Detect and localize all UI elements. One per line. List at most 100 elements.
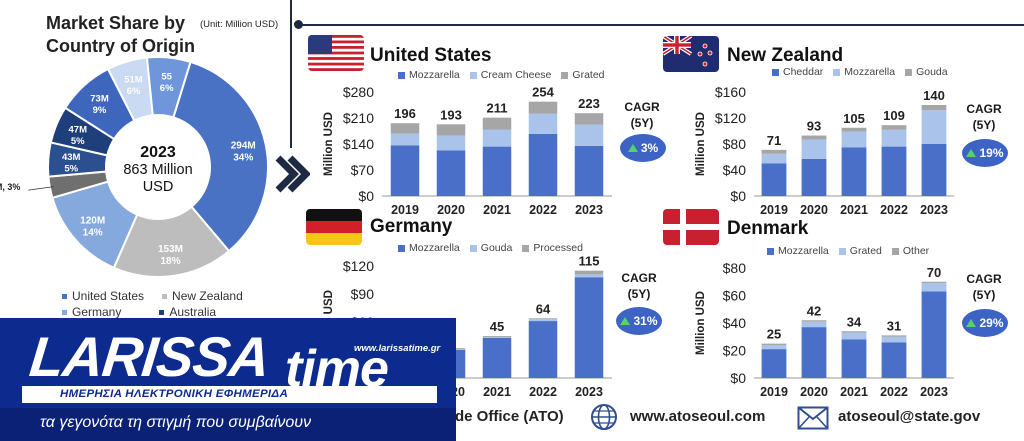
donut-slice-value: 51M: [124, 75, 143, 86]
bar-total-label: 211: [487, 101, 508, 116]
legend-item-germany: Germany: [62, 305, 121, 319]
bar-total-label: 34: [847, 314, 862, 329]
bar-segment: [482, 117, 512, 130]
flag-denmark: [663, 209, 719, 250]
x-tick-label: 2021: [840, 203, 868, 217]
bar-segment: [801, 139, 827, 159]
bar-segment: [482, 336, 512, 337]
bar-segment: [881, 129, 907, 147]
y-tick-label: $40: [723, 315, 747, 331]
donut-slice-value: 153M: [158, 244, 183, 255]
legend-de-gouda: Gouda: [469, 242, 512, 254]
y-tick-label: $80: [723, 260, 747, 276]
bar-segment: [841, 332, 867, 340]
bar-segment: [482, 129, 512, 147]
bar-segment: [528, 321, 558, 378]
x-tick-label: 2022: [529, 385, 557, 399]
donut-center: 2023 863 Million USD: [108, 143, 208, 196]
bar-segment: [881, 125, 907, 130]
bar-chart-denmark: $0 $20 $40 $60 $80 Million USD 25 2019 42 2020 34 2…: [690, 254, 960, 405]
bar-segment: [436, 124, 466, 136]
legend-item-united-states: United States: [62, 289, 144, 303]
bar-segment: [881, 336, 907, 343]
x-tick-label: 2023: [920, 385, 948, 399]
cagr-label-denmark: CAGR (5Y): [966, 272, 1002, 302]
legend-denmark: Mozzarella Grated Other: [767, 245, 939, 257]
bar-segment: [574, 124, 604, 146]
y-tick-label: $60: [723, 288, 747, 304]
legend-nz-gouda: Gouda: [905, 66, 948, 78]
next-chevron-icon: [270, 154, 311, 199]
bar-segment: [841, 331, 867, 333]
bar-total-label: 71: [767, 133, 781, 148]
bar-total-label: 193: [440, 107, 462, 122]
page-title: Market Share by Country of Origin: [46, 12, 195, 58]
y-tick-label: $20: [723, 343, 747, 359]
bar-segment: [574, 277, 604, 378]
y-tick-label: $210: [343, 110, 374, 126]
bar-segment: [574, 270, 604, 275]
bar-total-label: 70: [927, 265, 941, 280]
bar-segment: [528, 319, 558, 322]
bar-segment: [482, 336, 512, 338]
bar-chart-new-zealand: $0 $40 $80 $120 $160 Million USD 71 2019 93 2020 1…: [690, 78, 960, 223]
donut-slice-value: 43M: [62, 152, 81, 163]
donut-slice-pct: 6%: [127, 86, 141, 97]
page-title-line1: Market Share by: [46, 13, 186, 33]
bar-segment: [528, 318, 558, 320]
bar-segment: [390, 145, 420, 196]
donut-slice-value: 120M: [80, 215, 105, 226]
legend-germany: Mozzarella Gouda Processed: [398, 242, 593, 254]
bar-total-label: 140: [923, 88, 945, 103]
donut-slice-pct: 9%: [93, 105, 107, 116]
y-tick-label: $70: [351, 162, 375, 178]
bar-total-label: 25: [767, 327, 781, 342]
legend-united-states: Mozzarella Cream Cheese Grated: [398, 69, 615, 81]
cagr-badge-united-states: 3%: [620, 134, 666, 162]
bar-segment: [881, 342, 907, 378]
y-tick-label: $140: [343, 136, 374, 152]
footer-website-link[interactable]: www.atoseoul.com: [630, 408, 766, 425]
x-tick-label: 2019: [391, 203, 419, 217]
donut-slice-value: 47M: [69, 124, 88, 135]
watermark-banner: LARISSA time www.larissatime.gr ΗΜΕΡΗΣΙΑ…: [0, 318, 456, 441]
x-tick-label: 2022: [880, 203, 908, 217]
flag-germany: [306, 209, 362, 250]
bar-segment: [436, 135, 466, 151]
bar-segment: [921, 291, 947, 378]
up-triangle-icon: [620, 317, 631, 325]
bar-total-label: 196: [394, 106, 416, 121]
bar-segment: [881, 335, 907, 337]
y-axis-label: Million USD: [695, 291, 707, 355]
bar-segment: [574, 274, 604, 278]
legend-us-cream-cheese: Cream Cheese: [469, 69, 551, 81]
bar-segment: [761, 349, 787, 378]
legend-dk-grated: Grated: [838, 245, 882, 257]
bar-segment: [921, 110, 947, 144]
bar-segment: [841, 339, 867, 378]
x-tick-label: 2021: [483, 385, 511, 399]
donut-leader-line: [28, 186, 54, 191]
legend-us-mozzarella: Mozzarella: [398, 69, 460, 81]
donut-center-total: 863 Million: [123, 162, 193, 178]
x-tick-label: 2021: [840, 385, 868, 399]
x-tick-label: 2020: [800, 203, 828, 217]
country-title-united-states: United States: [370, 45, 492, 66]
donut-slice-value: 73M: [90, 94, 109, 105]
footer-email-link[interactable]: atoseoul@state.gov: [838, 408, 981, 425]
brand-url: www.larissatime.gr: [354, 343, 441, 354]
y-tick-label: $0: [730, 370, 746, 386]
bar-segment: [436, 150, 466, 196]
bar-segment: [841, 127, 867, 132]
bar-segment: [801, 320, 827, 322]
footer-office: de Office (ATO): [455, 408, 564, 425]
donut-slice: [172, 60, 269, 253]
header-divider-dot: [294, 20, 303, 29]
y-tick-label: $0: [730, 188, 746, 204]
country-title-new-zealand: New Zealand: [727, 45, 844, 66]
bar-segment: [801, 327, 827, 378]
donut-slice-pct: 5%: [64, 164, 78, 175]
y-tick-label: $40: [723, 162, 747, 178]
legend-de-mozzarella: Mozzarella: [398, 242, 460, 254]
